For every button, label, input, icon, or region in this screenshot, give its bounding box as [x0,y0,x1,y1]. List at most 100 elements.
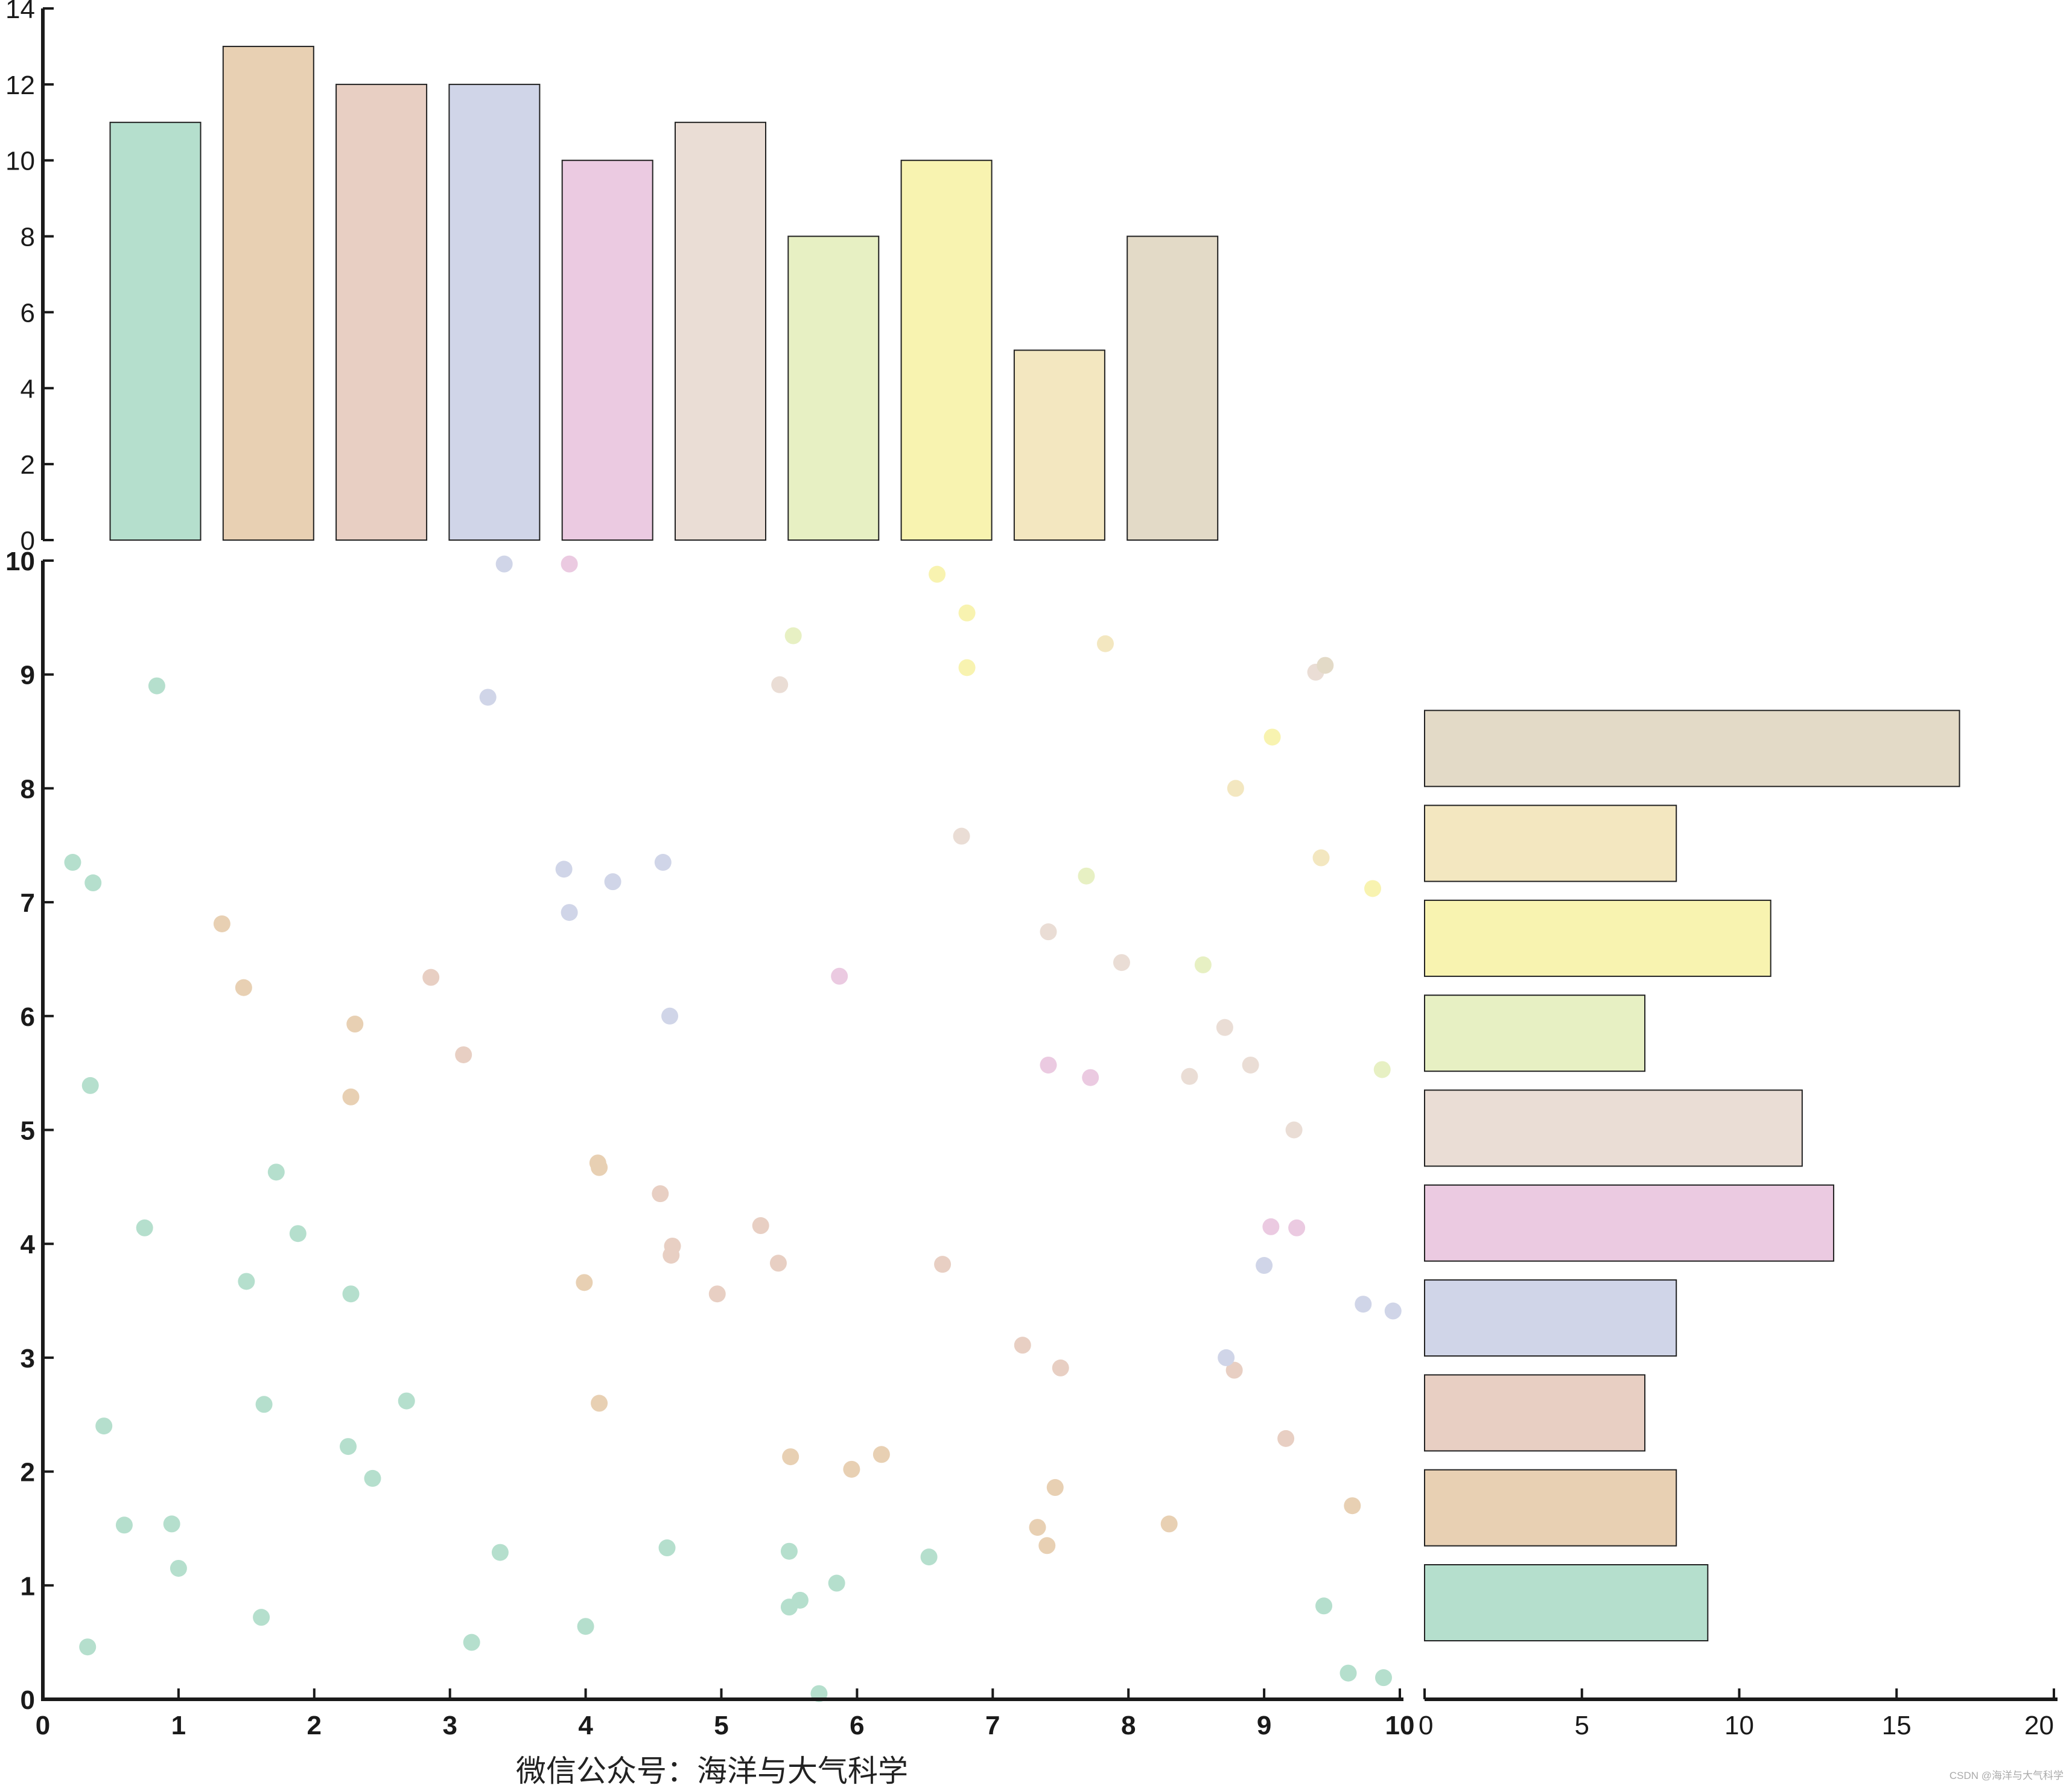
top-histogram-bars [109,45,1219,541]
scatter-point [929,565,946,583]
top-histogram-y-tick-label: 10 [5,147,35,176]
scatter-point [661,1007,679,1025]
scatter-x-tick-label: 5 [714,1711,728,1740]
scatter-x-tick-label: 8 [1121,1711,1136,1740]
scatter-y-tick-label: 6 [21,1002,35,1032]
scatter-point [1218,1349,1235,1366]
top-histogram-y-tick-label: 14 [5,0,35,24]
scatter-point [1216,1019,1233,1036]
scatter-point [398,1392,415,1410]
scatter-point [1082,1069,1099,1086]
scatter-point [1344,1497,1361,1515]
scatter-point [1160,1515,1178,1533]
scatter-point [1046,1479,1064,1497]
scatter-point [769,1255,787,1272]
scatter-y-ticks: 0 1 2 3 4 5 6 7 8 9 10 [5,547,54,1715]
scatter-x-tick-label: 0 [36,1711,50,1740]
right-histogram-bar [1424,1279,1677,1357]
scatter-point [934,1256,952,1273]
scatter-point [561,555,578,573]
right-histogram-bar [1424,710,1960,787]
scatter-point [238,1273,255,1290]
scatter-point [255,1396,273,1413]
scatter-y-tick-label: 2 [21,1458,35,1487]
scatter-point [1312,849,1330,867]
scatter-point [1277,1430,1295,1447]
scatter-point [831,967,848,985]
right-histogram-bar [1424,1184,1834,1262]
scatter-point [115,1516,133,1534]
scatter-point [1113,954,1130,972]
scatter-point [591,1159,608,1176]
scatter-point [654,854,672,871]
watermark: CSDN @海洋与大气科学 [1950,1770,2064,1781]
scatter-point [148,677,165,695]
scatter-point [479,689,497,706]
scatter-point [1014,1337,1031,1354]
scatter-x-tick-label: 1 [171,1711,186,1740]
scatter-point [782,1448,799,1466]
scatter-point [1375,1669,1393,1687]
right-histogram-bar [1424,1564,1709,1641]
scatter-point [163,1515,180,1533]
scatter-point [455,1046,472,1063]
right-histogram-x-tick-label: 5 [1575,1711,1589,1740]
top-histogram-bar [675,121,766,541]
scatter-point [1029,1519,1046,1536]
scatter-point [561,904,578,921]
scatter-y-tick-label: 9 [21,661,35,690]
scatter-y-tick-label: 5 [21,1116,35,1146]
scatter-x-tick-label: 7 [985,1711,1000,1740]
scatter-point [663,1247,680,1264]
scatter-point [958,659,976,676]
scatter-point [872,1446,890,1463]
top-histogram-y-ticks: 0 2 4 6 8 10 12 14 [5,0,54,556]
scatter-point [422,969,440,986]
scatter-x-tick-label: 3 [442,1711,457,1740]
scatter-point [1078,867,1095,885]
scatter-point [1339,1664,1357,1682]
scatter-y-tick-label: 1 [21,1571,35,1601]
scatter-point [64,854,81,871]
scatter-point [652,1185,669,1203]
scatter-x-axis-label: 微信公众号：海洋与大气科学 [516,1754,908,1788]
scatter-x-tick-label: 2 [307,1711,322,1740]
top-histogram: 0 2 4 6 8 10 12 14 [5,0,1219,556]
scatter-point [1263,728,1281,746]
scatter-point [1384,1302,1402,1320]
scatter-point [267,1163,285,1181]
scatter-point [491,1544,509,1561]
scatter-point [591,1395,608,1412]
scatter-y-tick-label: 4 [21,1230,36,1259]
top-histogram-bar [561,159,653,541]
scatter-x-tick-label: 6 [850,1711,864,1740]
scatter-point [1194,956,1212,973]
scatter-point [791,1591,809,1609]
scatter-point [1364,880,1382,897]
right-histogram-x-ticks: 0 5 10 15 20 [1419,1688,2055,1740]
top-histogram-bar [448,83,541,541]
right-histogram-x-tick-label: 10 [1724,1711,1754,1740]
right-histogram-x-tick-label: 15 [1882,1711,1912,1740]
scatter-point [346,1016,364,1033]
scatter-point [136,1219,153,1236]
scatter-point [1227,780,1244,797]
right-histogram-x-tick-label: 20 [2024,1711,2054,1740]
scatter-point [843,1460,860,1478]
scatter-point [235,979,252,996]
scatter-point [1040,923,1057,941]
scatter-y-tick-label: 7 [21,888,35,918]
scatter-point [828,1574,845,1592]
scatter-point [780,1542,798,1560]
scatter-point [771,676,789,693]
scatter-y-tick-label: 0 [21,1685,35,1715]
scatter-point [1181,1067,1198,1085]
top-histogram-bar [335,83,428,541]
right-histogram-bar [1424,899,1772,977]
right-histogram-bars [1424,710,1960,1641]
top-histogram-y-tick-label: 8 [21,223,35,252]
scatter-plot: 0 1 2 3 4 5 6 7 8 9 10 0 1 2 3 4 5 6 7 8 9 10 微信公众号：海洋与大气科学 [5,547,1414,1788]
scatter-y-tick-label: 10 [5,547,35,576]
scatter-point [84,874,102,892]
